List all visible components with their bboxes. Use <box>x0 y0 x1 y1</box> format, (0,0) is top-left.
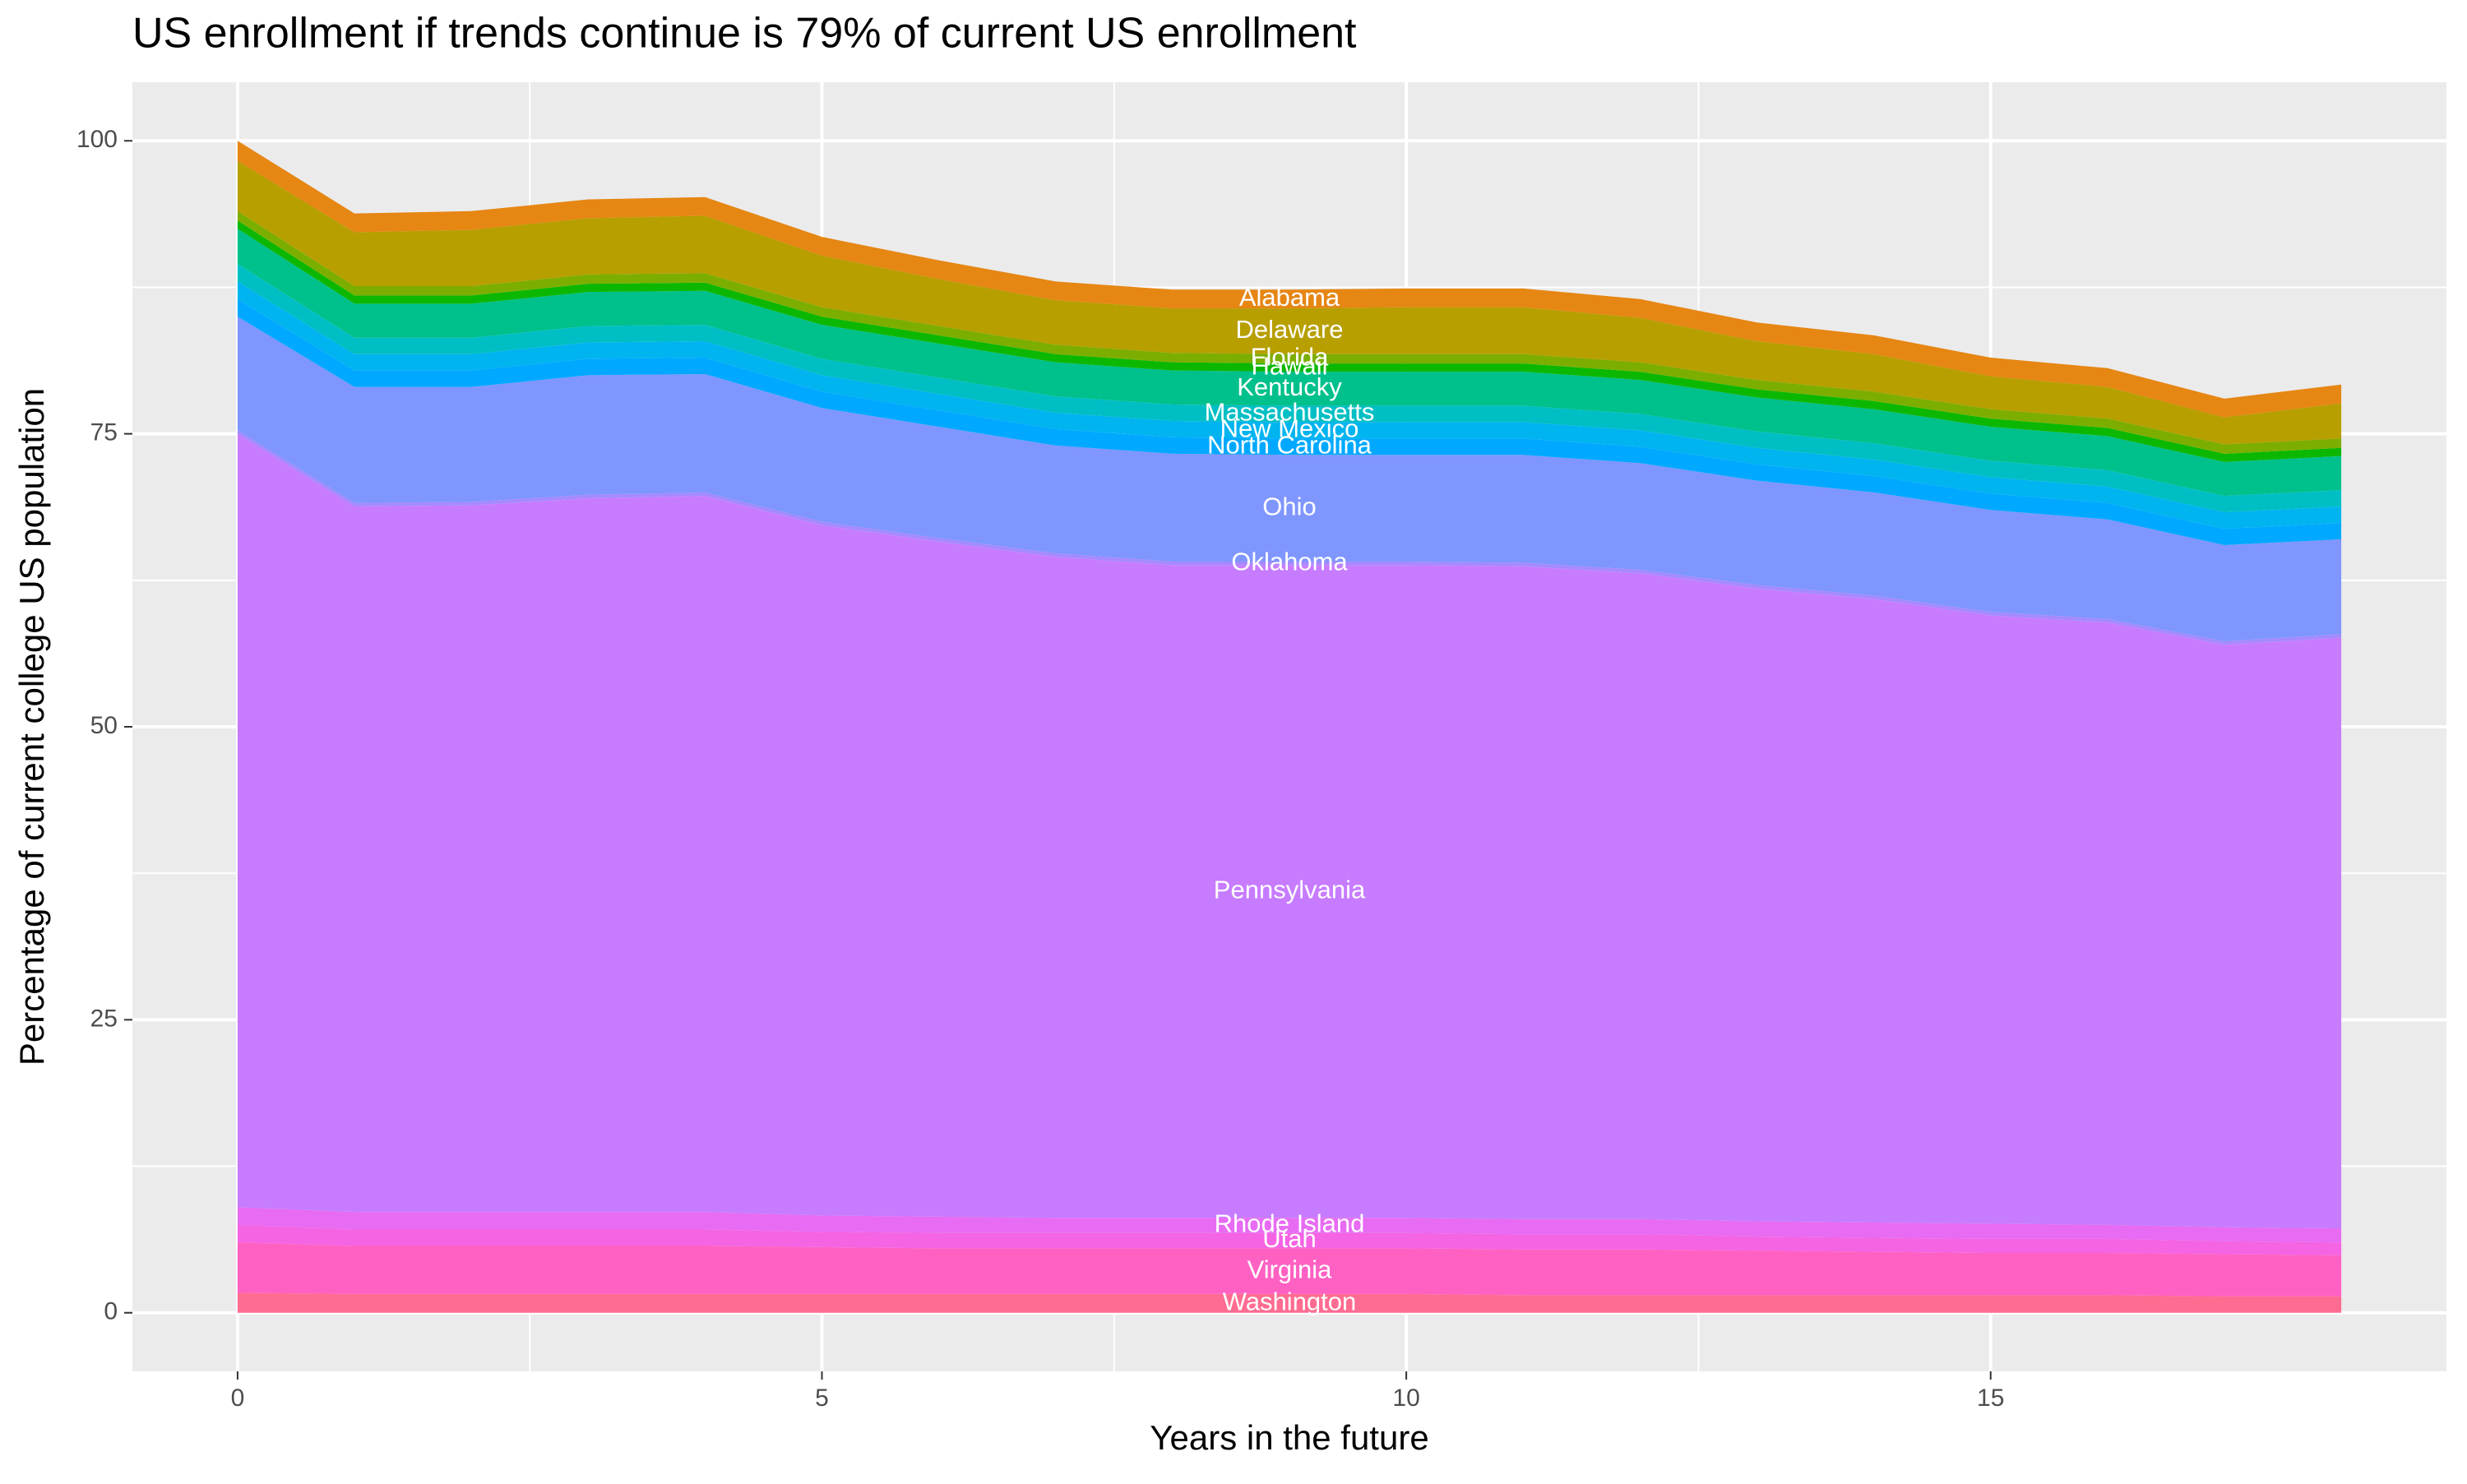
y-tick-label: 0 <box>104 1298 118 1325</box>
area <box>237 1242 2342 1297</box>
series-label: Oklahoma <box>1231 547 1348 576</box>
area <box>237 220 2342 462</box>
x-tick-label: 5 <box>815 1385 829 1412</box>
area <box>237 210 2342 454</box>
y-tick-label: 50 <box>90 712 118 739</box>
area <box>237 1207 2342 1243</box>
series-label: New Mexico <box>1220 414 1359 443</box>
series-label: Virginia <box>1247 1255 1333 1283</box>
x-tick-label: 15 <box>1977 1385 2004 1412</box>
area <box>237 160 2342 445</box>
y-tick-label: 25 <box>90 1005 118 1032</box>
area <box>237 430 2342 645</box>
y-tick-label: 100 <box>76 126 118 153</box>
y-tick-label: 75 <box>90 419 118 446</box>
series-label: Ohio <box>1262 492 1316 520</box>
series-label: Pennsylvania <box>1214 875 1366 904</box>
area <box>237 263 2342 513</box>
series-label: Massachusetts <box>1205 398 1375 427</box>
areas <box>237 141 2342 1313</box>
x-tick-label: 0 <box>231 1385 245 1412</box>
area <box>237 1292 2342 1313</box>
x-tick-label: 10 <box>1392 1385 1419 1412</box>
area <box>237 317 2342 641</box>
area <box>237 433 2342 1229</box>
y-axis-title: Percentage of current college US populat… <box>12 388 51 1066</box>
series-label: North Carolina <box>1207 431 1372 460</box>
series-label: Alabama <box>1239 283 1340 312</box>
area <box>237 281 2342 529</box>
chart-title: US enrollment if trends continue is 79% … <box>132 10 1357 58</box>
series-label: Washington <box>1223 1288 1357 1316</box>
x-axis-title: Years in the future <box>1150 1418 1428 1457</box>
area <box>237 1224 2342 1255</box>
series-label: Delaware <box>1236 315 1344 344</box>
series-label: Florida <box>1251 343 1330 372</box>
area <box>237 229 2342 497</box>
series-label: Hawaii <box>1251 351 1327 380</box>
series-label: Kentucky <box>1237 372 1342 401</box>
series-label: Rhode Island <box>1215 1209 1365 1238</box>
area <box>237 141 2342 418</box>
area <box>237 298 2342 546</box>
series-label: Utah <box>1262 1224 1316 1253</box>
